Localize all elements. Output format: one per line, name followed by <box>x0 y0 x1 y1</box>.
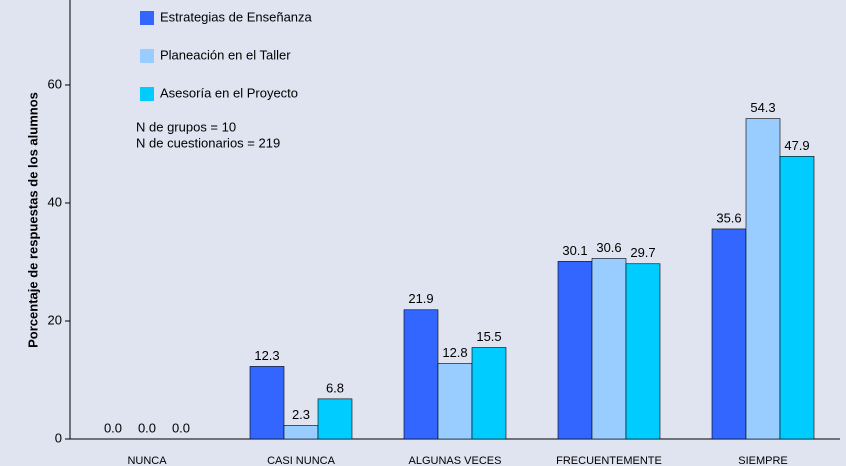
legend-label: Planeación en el Taller <box>160 47 291 62</box>
annotation: N de cuestionarios = 219 <box>136 135 280 150</box>
y-tick-label: 20 <box>48 312 62 327</box>
x-tick-label: ALGUNAS VECES <box>409 455 502 466</box>
data-label: 47.9 <box>784 138 809 153</box>
legend-swatch <box>140 87 154 101</box>
bar <box>283 425 319 440</box>
legend-swatch <box>140 49 154 63</box>
data-label: 30.1 <box>562 243 587 258</box>
data-label: 30.6 <box>596 240 621 255</box>
y-tick-label: 0 <box>55 430 62 445</box>
x-tick-label: NUNCA <box>127 455 167 466</box>
bar <box>591 258 627 440</box>
data-label: 6.8 <box>326 380 344 395</box>
legend-label: Asesoría en el Proyecto <box>160 85 298 100</box>
x-tick-label: FRECUENTEMENTE <box>556 455 662 466</box>
data-label: 12.3 <box>254 348 279 363</box>
x-tick-label: SIEMPRE <box>738 455 788 466</box>
data-label: 0.0 <box>104 420 122 435</box>
y-axis-label: Porcentaje de respuestas de los alumnos <box>25 92 40 348</box>
bar <box>711 228 747 440</box>
data-label: 29.7 <box>630 245 655 260</box>
bar <box>557 261 593 440</box>
bar <box>779 156 815 440</box>
data-label: 0.0 <box>138 420 156 435</box>
legend-label: Estrategias de Enseñanza <box>160 9 313 24</box>
legend-swatch <box>140 11 154 25</box>
data-label: 21.9 <box>408 291 433 306</box>
bar <box>625 263 661 440</box>
data-label: 12.8 <box>442 345 467 360</box>
bar <box>317 398 353 440</box>
data-label: 15.5 <box>476 329 501 344</box>
y-tick-label: 40 <box>48 194 62 209</box>
data-label: 2.3 <box>292 407 310 422</box>
y-tick-label: 60 <box>48 76 62 91</box>
bar <box>471 347 507 440</box>
bar <box>745 118 781 440</box>
bar <box>437 363 473 440</box>
bar <box>249 366 285 440</box>
data-label: 0.0 <box>172 420 190 435</box>
data-label: 54.3 <box>750 100 775 115</box>
bar <box>403 309 439 440</box>
annotation: N de grupos = 10 <box>136 119 236 134</box>
data-label: 35.6 <box>716 210 741 225</box>
x-tick-label: CASI NUNCA <box>267 455 336 466</box>
